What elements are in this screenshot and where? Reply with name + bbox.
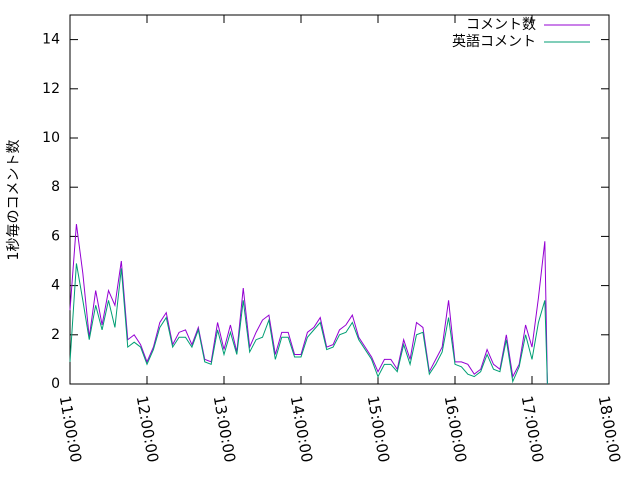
x-tick-label: 13:00:00 bbox=[210, 394, 239, 463]
y-tick-label: 2 bbox=[51, 327, 60, 343]
x-tick-label: 12:00:00 bbox=[133, 394, 162, 463]
series-line bbox=[69, 263, 548, 385]
series-line bbox=[69, 224, 548, 385]
x-tick-label: 14:00:00 bbox=[287, 394, 316, 463]
x-tick-label: 15:00:00 bbox=[364, 394, 393, 463]
y-tick-label: 12 bbox=[42, 81, 60, 97]
y-tick-label: 8 bbox=[51, 179, 60, 195]
y-axis-label: 1秒毎のコメント数 bbox=[6, 140, 22, 261]
y-tick-label: 10 bbox=[42, 130, 60, 146]
plot-frame bbox=[69, 14, 610, 385]
legend-label: 英語コメント bbox=[452, 33, 536, 50]
x-tick-label: 17:00:00 bbox=[518, 394, 547, 463]
y-tick-label: 0 bbox=[51, 376, 60, 392]
x-tick-label: 16:00:00 bbox=[441, 394, 470, 463]
y-tick-label: 4 bbox=[51, 278, 60, 294]
y-tick-label: 14 bbox=[42, 32, 60, 48]
y-tick-label: 6 bbox=[51, 228, 60, 244]
x-tick-label: 18:00:00 bbox=[595, 394, 624, 463]
legend-label: コメント数 bbox=[466, 17, 536, 33]
x-tick-label: 11:00:00 bbox=[56, 394, 85, 463]
